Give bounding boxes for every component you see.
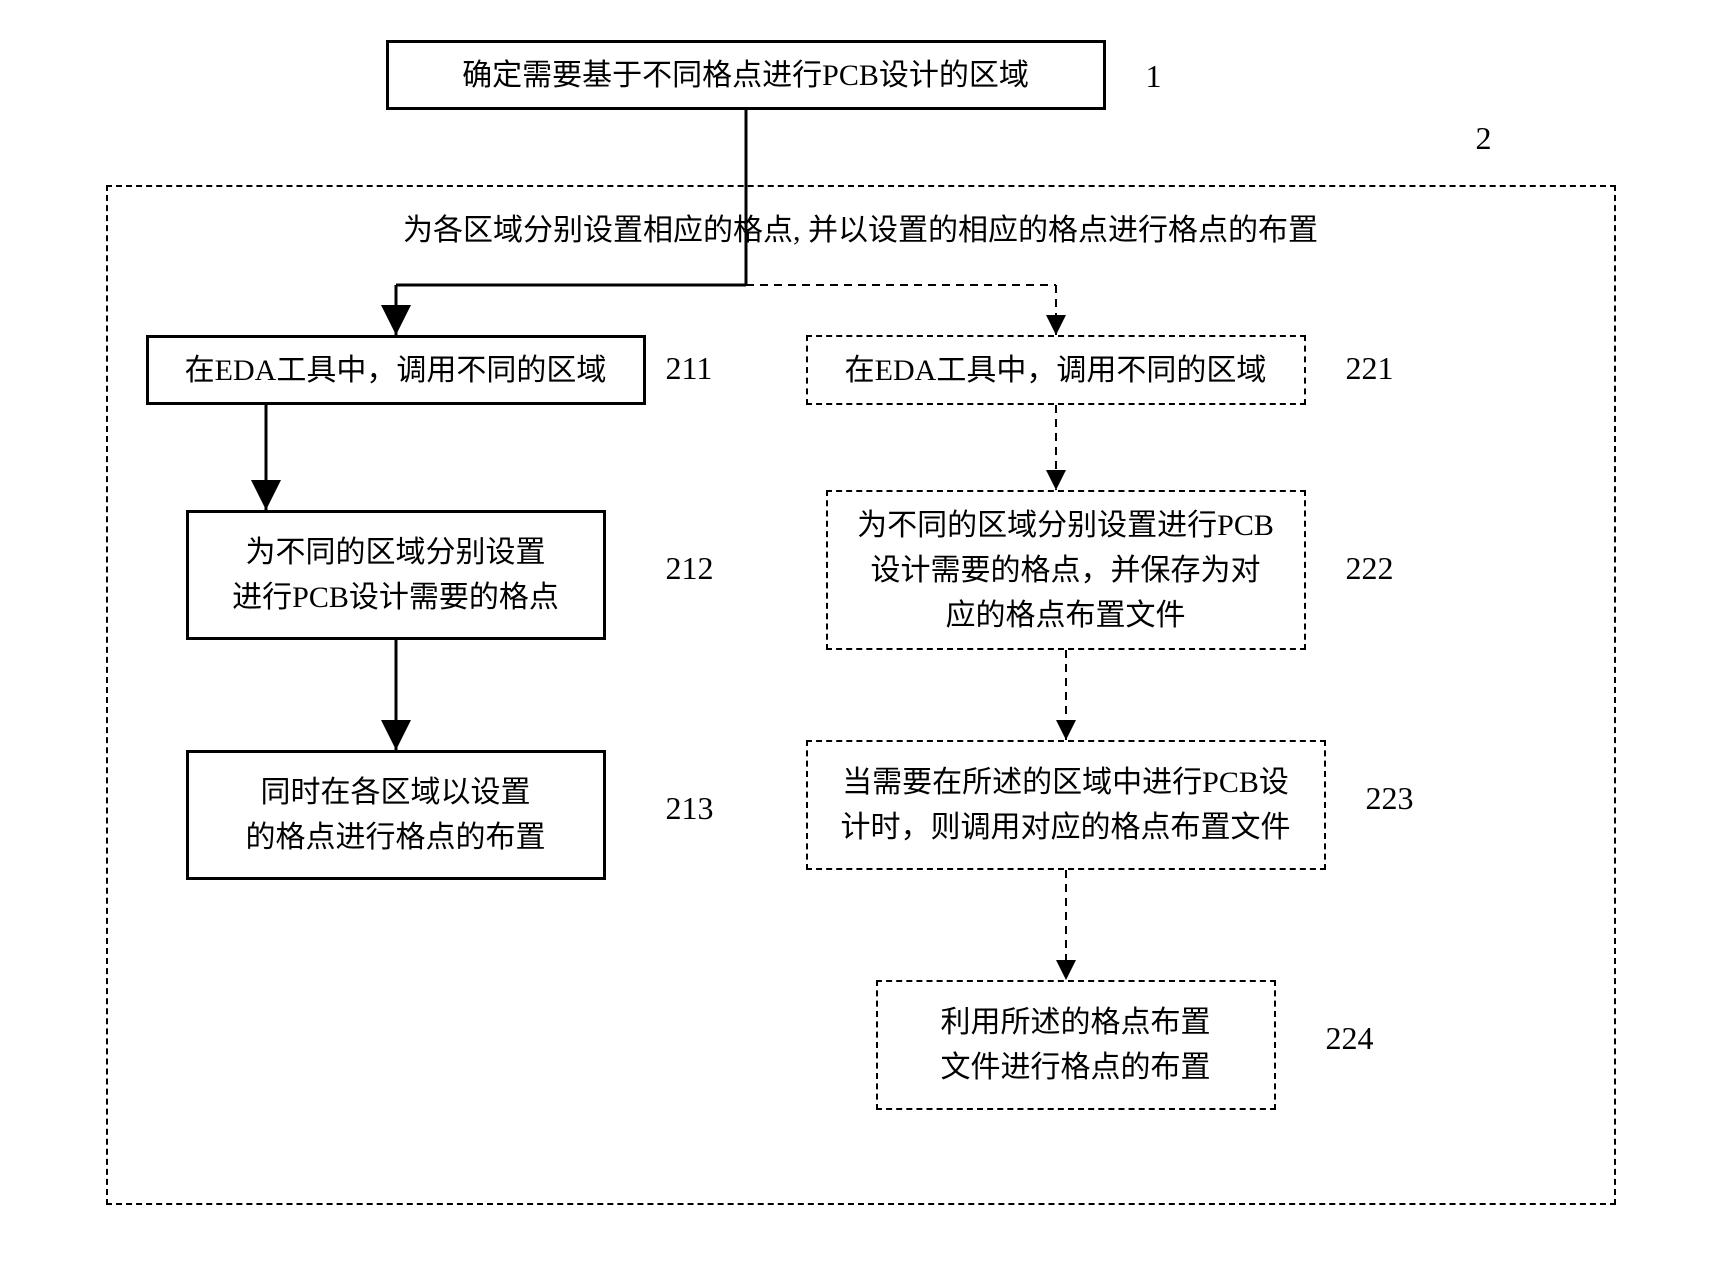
step-224-box: 利用所述的格点布置 文件进行格点的布置 <box>876 980 1276 1110</box>
step-221-label: 221 <box>1346 350 1394 387</box>
flowchart-diagram: 确定需要基于不同格点进行PCB设计的区域 1 2 为各区域分别设置相应的格点, … <box>66 40 1666 1220</box>
step-211-text: 在EDA工具中，调用不同的区域 <box>185 348 607 393</box>
step-221-box: 在EDA工具中，调用不同的区域 <box>806 335 1306 405</box>
step-1-box: 确定需要基于不同格点进行PCB设计的区域 <box>386 40 1106 110</box>
step-212-text: 为不同的区域分别设置 进行PCB设计需要的格点 <box>232 530 559 620</box>
step-224-label: 224 <box>1326 1020 1374 1057</box>
step-213-label: 213 <box>666 790 714 827</box>
step-224-text: 利用所述的格点布置 文件进行格点的布置 <box>941 1000 1211 1090</box>
container-label: 2 <box>1476 120 1492 157</box>
step-223-label: 223 <box>1366 780 1414 817</box>
step-222-label: 222 <box>1346 550 1394 587</box>
step-212-box: 为不同的区域分别设置 进行PCB设计需要的格点 <box>186 510 606 640</box>
step-222-text: 为不同的区域分别设置进行PCB 设计需要的格点，并保存为对 应的格点布置文件 <box>857 503 1274 638</box>
step-213-box: 同时在各区域以设置 的格点进行格点的布置 <box>186 750 606 880</box>
container-title: 为各区域分别设置相应的格点, 并以设置的相应的格点进行格点的布置 <box>106 205 1616 249</box>
step-221-text: 在EDA工具中，调用不同的区域 <box>845 348 1267 393</box>
step-223-box: 当需要在所述的区域中进行PCB设 计时，则调用对应的格点布置文件 <box>806 740 1326 870</box>
step-1-text: 确定需要基于不同格点进行PCB设计的区域 <box>462 53 1029 98</box>
step-211-label: 211 <box>666 350 713 387</box>
step-1-label: 1 <box>1146 58 1162 95</box>
step-223-text: 当需要在所述的区域中进行PCB设 计时，则调用对应的格点布置文件 <box>841 760 1291 850</box>
step-213-text: 同时在各区域以设置 的格点进行格点的布置 <box>246 770 546 860</box>
step-211-box: 在EDA工具中，调用不同的区域 <box>146 335 646 405</box>
step-222-box: 为不同的区域分别设置进行PCB 设计需要的格点，并保存为对 应的格点布置文件 <box>826 490 1306 650</box>
step-212-label: 212 <box>666 550 714 587</box>
